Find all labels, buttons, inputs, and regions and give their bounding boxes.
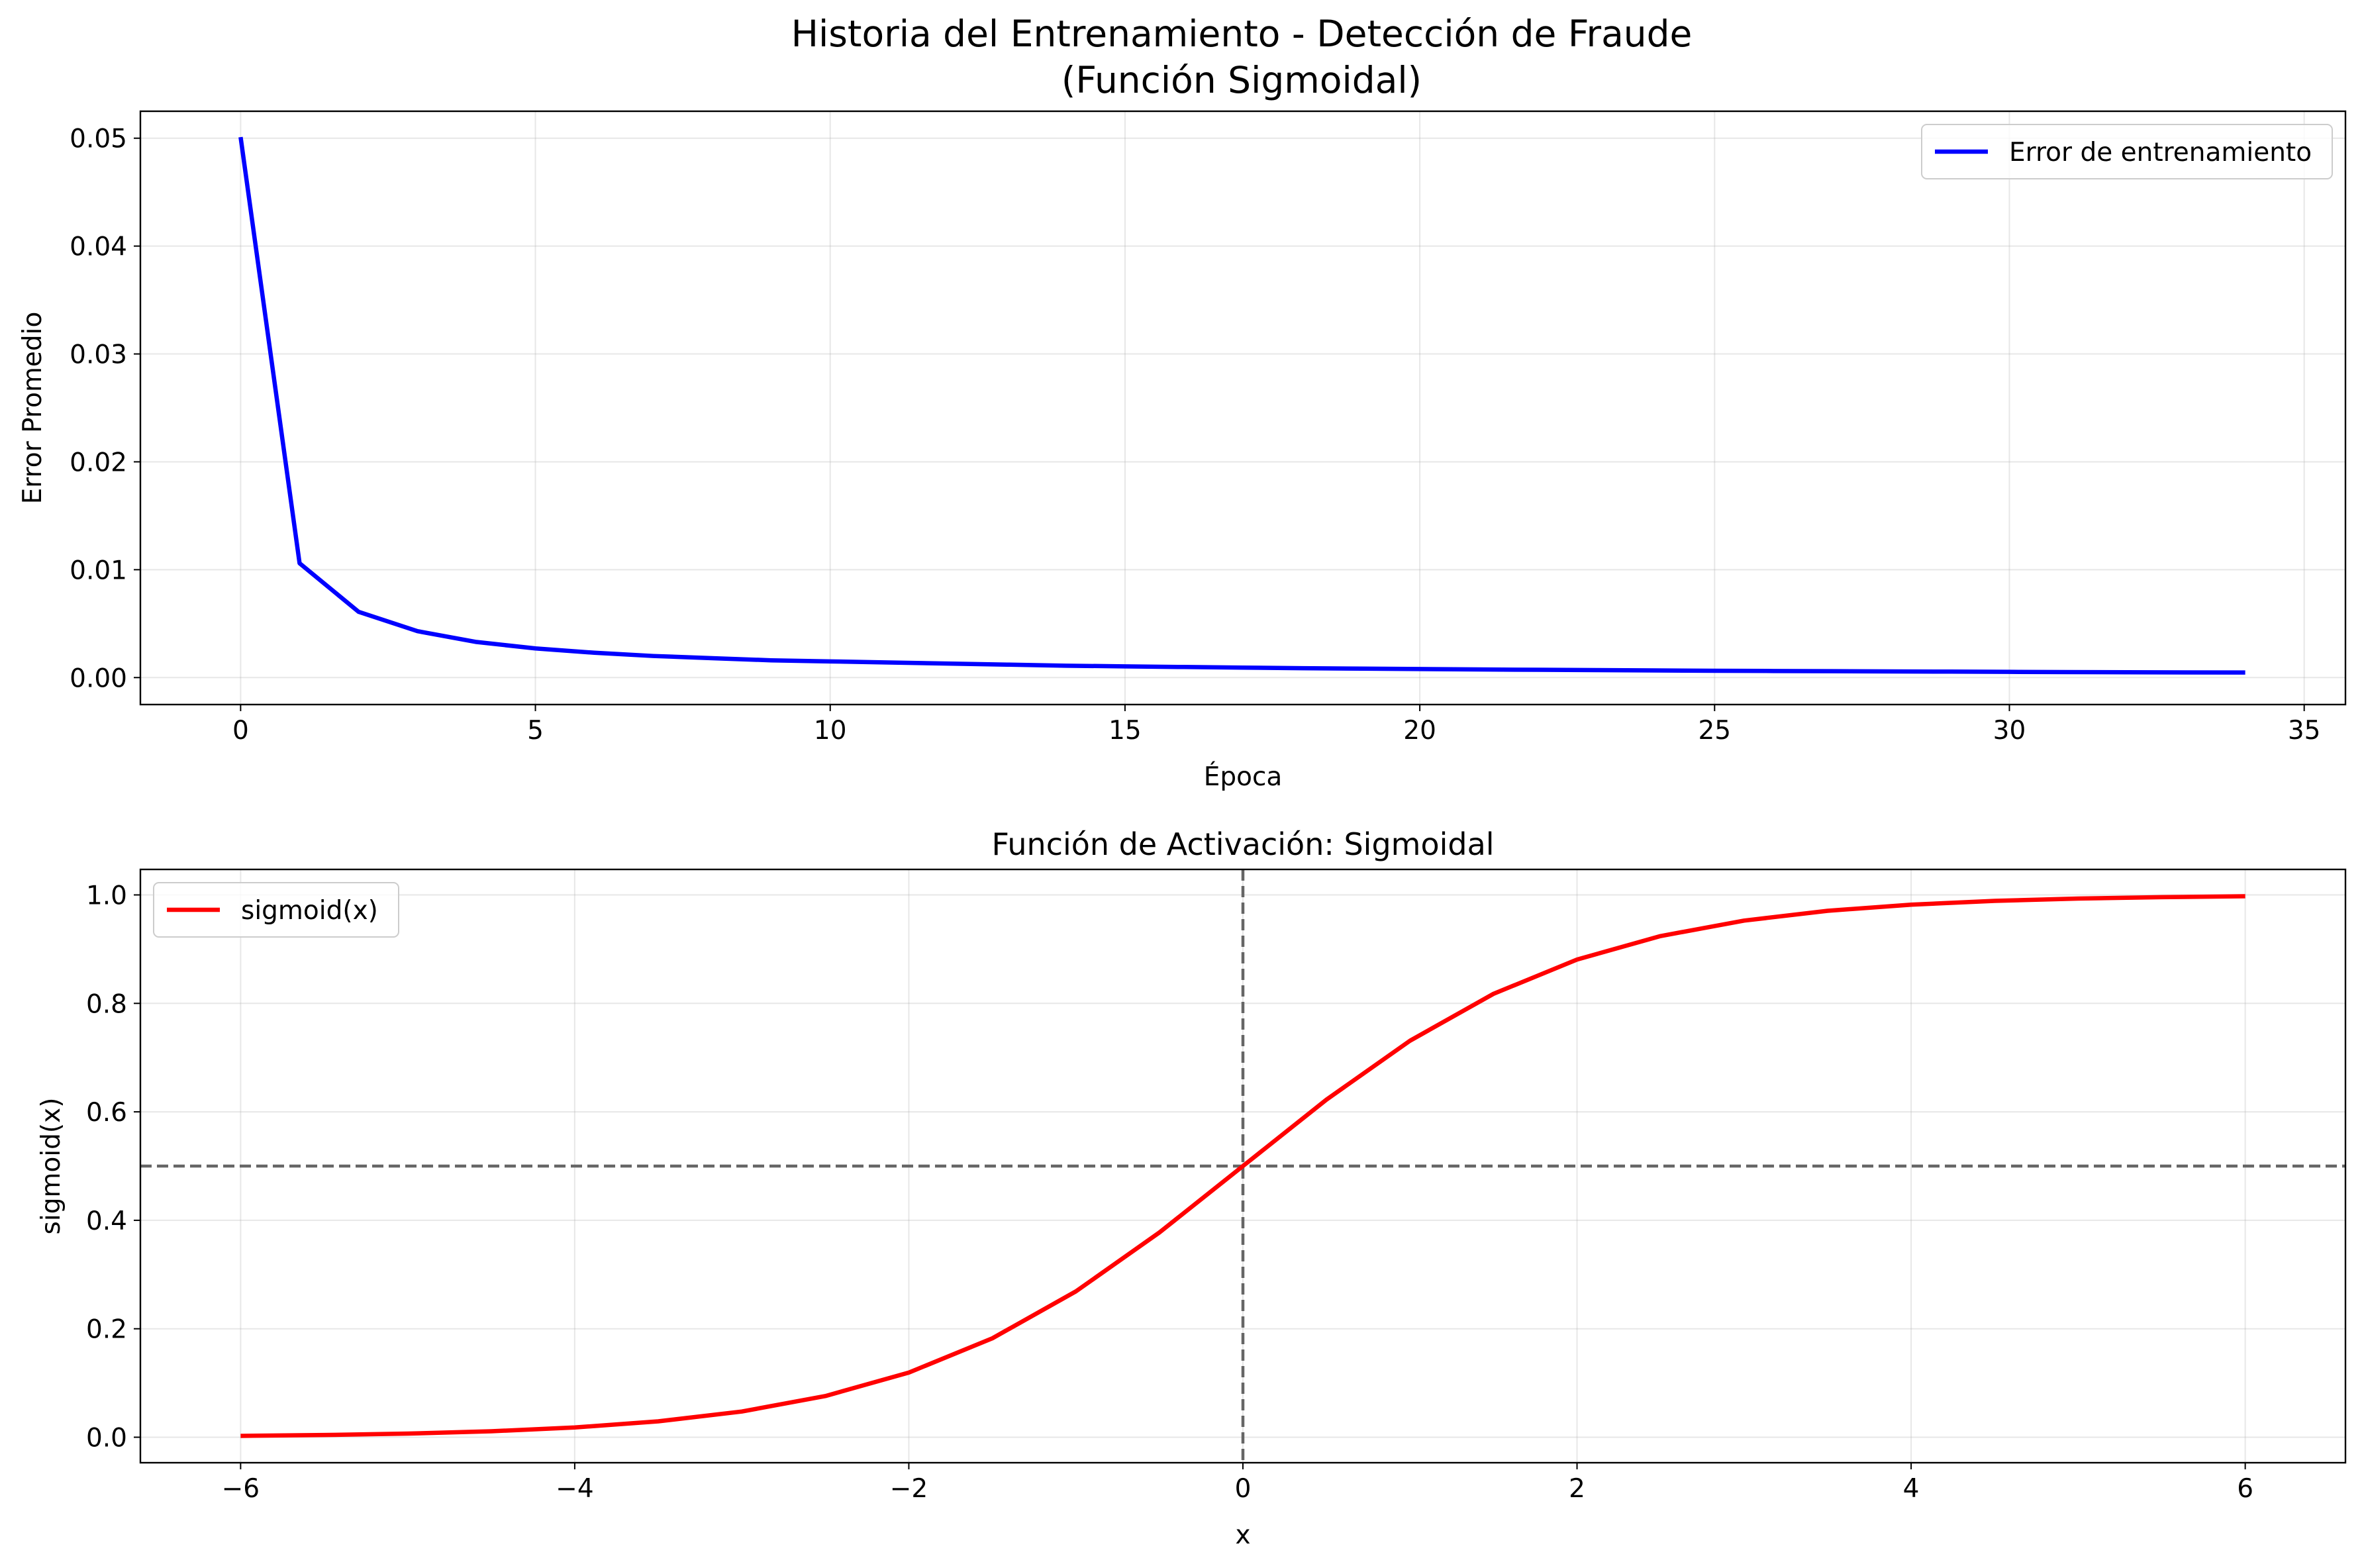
- series-line: [238, 136, 2245, 675]
- y-axis-label: sigmoid(x): [36, 1098, 66, 1235]
- x-tick-label: 15: [1108, 716, 1142, 746]
- y-tick-label: 0.00: [70, 663, 127, 693]
- y-tick-label: 0.4: [86, 1206, 127, 1236]
- y-tick-label: 0.6: [86, 1098, 127, 1128]
- x-tick-label: −4: [556, 1474, 594, 1504]
- sigmoid-chart: −6 −4 −2 0 2 4 6 0.0 0.2 0.4 0.6 0.8 1.0 Función de …: [36, 826, 2347, 1550]
- chart-title: Función de Activación: Sigmoidal: [991, 826, 1494, 862]
- figure-title-line-1: Historia del Entrenamiento - Detección d…: [791, 13, 1693, 55]
- x-tick-label: −2: [890, 1474, 928, 1504]
- ticks: 0 5 10 15 20 25 30 35 0.00 0.01 0.02 0.03 0.04 0.05: [70, 124, 2320, 746]
- x-tick-label: 35: [2288, 716, 2321, 746]
- figure-title-line-2: (Función Sigmoidal): [1061, 59, 1422, 101]
- series-layer: [240, 894, 2245, 1438]
- training-error-chart: 0 5 10 15 20 25 30 35 0.00 0.01 0.02 0.03 0.04 0.05 É…: [18, 110, 2347, 792]
- legend: Error de entrenamiento: [1921, 124, 2333, 179]
- y-tick-label: 1.0: [86, 881, 127, 910]
- x-tick-label: 25: [1698, 716, 1731, 746]
- x-tick-label: −6: [222, 1474, 260, 1504]
- legend-box: [153, 882, 399, 938]
- grid: [140, 111, 2345, 705]
- x-tick-label: 30: [1993, 716, 2026, 746]
- x-tick-label: 20: [1403, 716, 1436, 746]
- y-tick-label: 0.05: [70, 124, 127, 154]
- y-tick-label: 0.0: [86, 1424, 127, 1453]
- legend-box: [1921, 124, 2333, 179]
- x-tick-label: 0: [232, 716, 249, 746]
- x-tick-label: 10: [814, 716, 847, 746]
- legend-label: sigmoid(x): [241, 896, 378, 926]
- y-tick-label: 0.2: [86, 1315, 127, 1345]
- y-tick-label: 0.8: [86, 989, 127, 1019]
- y-tick-label: 0.02: [70, 448, 127, 477]
- x-tick-label: 5: [527, 716, 544, 746]
- y-tick-label: 0.01: [70, 556, 127, 585]
- legend: sigmoid(x): [153, 882, 399, 938]
- series-line: [240, 894, 2245, 1438]
- x-tick-label: 4: [1903, 1474, 1920, 1504]
- x-axis-label: x: [1235, 1520, 1250, 1550]
- x-tick-label: 0: [1235, 1474, 1252, 1504]
- y-axis-label: Error Promedio: [18, 312, 48, 505]
- x-axis-label: Época: [1204, 761, 1283, 792]
- legend-label: Error de entrenamiento: [2009, 138, 2312, 168]
- x-tick-label: 6: [2237, 1474, 2253, 1504]
- ticks: −6 −4 −2 0 2 4 6 0.0 0.2 0.4 0.6 0.8 1.0: [86, 881, 2253, 1504]
- x-tick-label: 2: [1569, 1474, 1585, 1504]
- y-tick-label: 0.04: [70, 232, 127, 262]
- plot-frame: [139, 110, 2347, 706]
- series-layer: [238, 136, 2245, 675]
- y-tick-label: 0.03: [70, 340, 127, 370]
